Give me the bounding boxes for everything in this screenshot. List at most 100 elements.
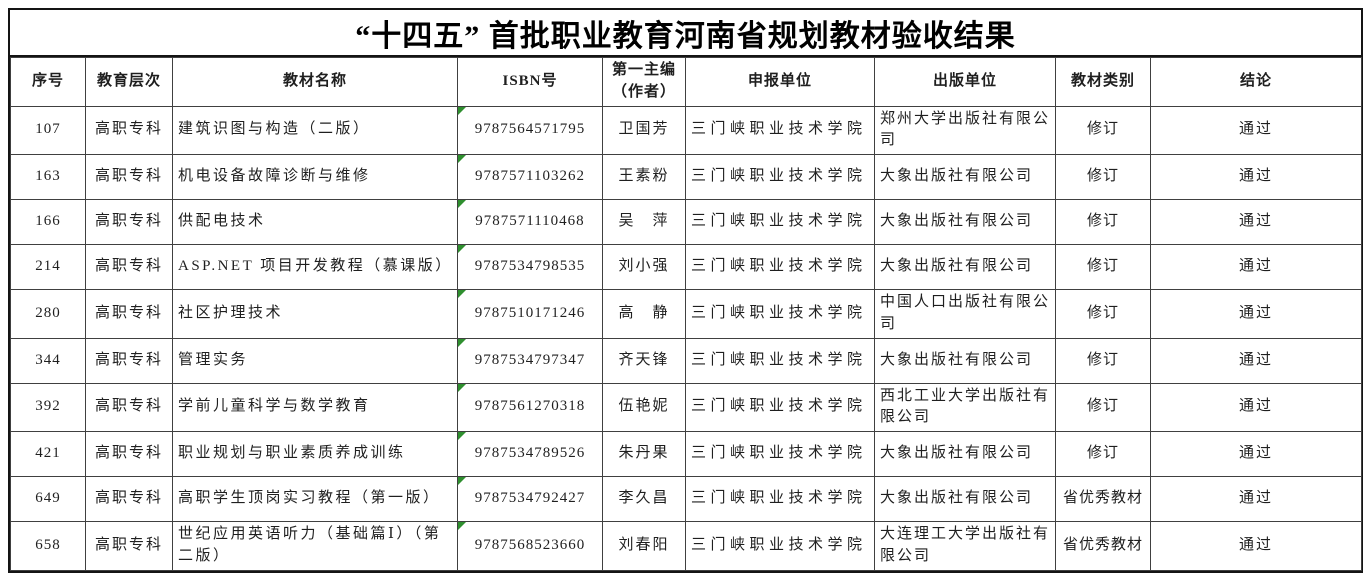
- cell-conclusion: 通过: [1150, 154, 1362, 200]
- cell-conclusion: 通过: [1150, 289, 1362, 339]
- cell-publisher: 郑州大学出版社有限公司: [874, 105, 1056, 155]
- cell-no: 280: [10, 289, 86, 339]
- cell-isbn: 9787534789526: [457, 431, 603, 477]
- cell-isbn: 9787561270318: [457, 382, 603, 432]
- cell-applicant: 三门峡职业技术学院: [685, 154, 875, 200]
- cell-conclusion: 通过: [1150, 337, 1362, 384]
- cell-applicant: 三门峡职业技术学院: [685, 382, 875, 432]
- cell-name: ASP.NET 项目开发教程（慕课版）: [172, 244, 458, 290]
- table-row: 166 高职专科 供配电技术 9787571110468 吴 萍三门峡职业技术学院 大象出…: [10, 199, 1362, 245]
- column-header-publisher: 出版单位: [874, 57, 1056, 107]
- cell-conclusion: 通过: [1150, 431, 1362, 477]
- cell-category: 修订: [1055, 244, 1151, 290]
- table-row: 280 高职专科 社区护理技术 9787510171246 高 静三门峡职业技术学院 中国…: [10, 289, 1362, 339]
- cell-name: 高职学生顶岗实习教程（第一版）: [172, 476, 458, 522]
- cell-no: 214: [10, 244, 86, 290]
- cell-no: 392: [10, 382, 86, 432]
- table-header-row: 序号 教育层次 教材名称 ISBN号 第一主编（作者） 申报单位 出版单位 教材…: [10, 57, 1362, 107]
- green-triangle-icon: [458, 339, 466, 347]
- cell-isbn: 9787568523660: [457, 521, 603, 571]
- cell-no: 344: [10, 337, 86, 384]
- cell-category: 修订: [1055, 289, 1151, 339]
- green-triangle-icon: [458, 200, 466, 208]
- column-header-name: 教材名称: [172, 57, 458, 107]
- cell-level: 高职专科: [85, 244, 173, 290]
- cell-name: 学前儿童科学与数学教育: [172, 382, 458, 432]
- cell-no: 649: [10, 476, 86, 522]
- cell-applicant: 三门峡职业技术学院: [685, 244, 875, 290]
- cell-no: 658: [10, 521, 86, 571]
- green-triangle-icon: [458, 432, 466, 440]
- green-triangle-icon: [458, 477, 466, 485]
- cell-editor: 朱丹果: [602, 431, 686, 477]
- green-triangle-icon: [458, 290, 466, 298]
- column-header-level: 教育层次: [85, 57, 173, 107]
- cell-category: 修订: [1055, 154, 1151, 200]
- cell-no: 107: [10, 105, 86, 155]
- spreadsheet-table: “十四五” 首批职业教育河南省规划教材验收结果 序号 教育层次 教材名称 ISB…: [8, 8, 1363, 573]
- cell-category: 修订: [1055, 105, 1151, 155]
- cell-editor: 刘小强: [602, 244, 686, 290]
- cell-isbn: 9787534797347: [457, 337, 603, 384]
- cell-editor: 伍艳妮: [602, 382, 686, 432]
- cell-level: 高职专科: [85, 382, 173, 432]
- cell-isbn: 9787571103262: [457, 154, 603, 200]
- cell-conclusion: 通过: [1150, 521, 1362, 571]
- green-triangle-icon: [458, 383, 466, 392]
- cell-applicant: 三门峡职业技术学院: [685, 337, 875, 384]
- cell-conclusion: 通过: [1150, 382, 1362, 432]
- table-row: 421 高职专科 职业规划与职业素质养成训练 9787534789526 朱丹果 三门峡职…: [10, 431, 1362, 477]
- cell-no: 421: [10, 431, 86, 477]
- cell-level: 高职专科: [85, 289, 173, 339]
- cell-applicant: 三门峡职业技术学院: [685, 476, 875, 522]
- green-triangle-icon: [458, 245, 466, 253]
- cell-level: 高职专科: [85, 431, 173, 477]
- table-row: 344 高职专科 管理实务 9787534797347 齐天锋 三门峡职业技术学院 大象出版…: [10, 337, 1362, 384]
- cell-level: 高职专科: [85, 199, 173, 245]
- green-triangle-icon: [458, 522, 466, 530]
- cell-editor: 王素粉: [602, 154, 686, 200]
- cell-publisher: 大象出版社有限公司: [874, 337, 1056, 384]
- cell-applicant: 三门峡职业技术学院: [685, 521, 875, 571]
- cell-publisher: 大象出版社有限公司: [874, 244, 1056, 290]
- cell-editor: 吴 萍: [602, 199, 686, 245]
- cell-no: 163: [10, 154, 86, 200]
- table-row: 107 高职专科 建筑识图与构造（二版） 9787564571795 卫国芳 三门峡职业技…: [10, 105, 1362, 155]
- cell-publisher: 中国人口出版社有限公司: [874, 289, 1056, 339]
- cell-name: 管理实务: [172, 337, 458, 384]
- table-row: 658 高职专科 世纪应用英语听力（基础篇Ⅰ）（第二版） 9787568523660 刘…: [10, 521, 1362, 571]
- column-header-no: 序号: [10, 57, 86, 107]
- cell-name: 社区护理技术: [172, 289, 458, 339]
- cell-applicant: 三门峡职业技术学院: [685, 431, 875, 477]
- cell-conclusion: 通过: [1150, 105, 1362, 155]
- green-triangle-icon: [458, 155, 466, 163]
- cell-isbn: 9787534798535: [457, 244, 603, 290]
- table-row: 163 高职专科 机电设备故障诊断与维修 9787571103262 王素粉 三门峡职业技…: [10, 154, 1362, 200]
- cell-category: 省优秀教材: [1055, 521, 1151, 571]
- cell-editor: 齐天锋: [602, 337, 686, 384]
- cell-publisher: 大象出版社有限公司: [874, 154, 1056, 200]
- cell-publisher: 西北工业大学出版社有限公司: [874, 382, 1056, 432]
- cell-category: 修订: [1055, 337, 1151, 384]
- green-triangle-icon: [458, 106, 466, 115]
- results-table: 序号 教育层次 教材名称 ISBN号 第一主编（作者） 申报单位 出版单位 教材…: [10, 57, 1362, 571]
- cell-name: 建筑识图与构造（二版）: [172, 105, 458, 155]
- cell-level: 高职专科: [85, 476, 173, 522]
- cell-isbn: 9787534792427: [457, 476, 603, 522]
- cell-conclusion: 通过: [1150, 199, 1362, 245]
- cell-applicant: 三门峡职业技术学院: [685, 289, 875, 339]
- column-header-applicant: 申报单位: [685, 57, 875, 107]
- column-header-isbn: ISBN号: [457, 57, 603, 107]
- column-header-category: 教材类别: [1055, 57, 1151, 107]
- table-body: 107 高职专科 建筑识图与构造（二版） 9787564571795 卫国芳 三门峡职业技…: [10, 105, 1362, 571]
- cell-level: 高职专科: [85, 337, 173, 384]
- table-row: 392 高职专科 学前儿童科学与数学教育 9787561270318 伍艳妮 三门峡职业技…: [10, 382, 1362, 432]
- cell-no: 166: [10, 199, 86, 245]
- cell-editor: 高 静: [602, 289, 686, 339]
- cell-level: 高职专科: [85, 154, 173, 200]
- cell-applicant: 三门峡职业技术学院: [685, 105, 875, 155]
- cell-level: 高职专科: [85, 105, 173, 155]
- cell-conclusion: 通过: [1150, 244, 1362, 290]
- cell-isbn: 9787571110468: [457, 199, 603, 245]
- cell-category: 修订: [1055, 431, 1151, 477]
